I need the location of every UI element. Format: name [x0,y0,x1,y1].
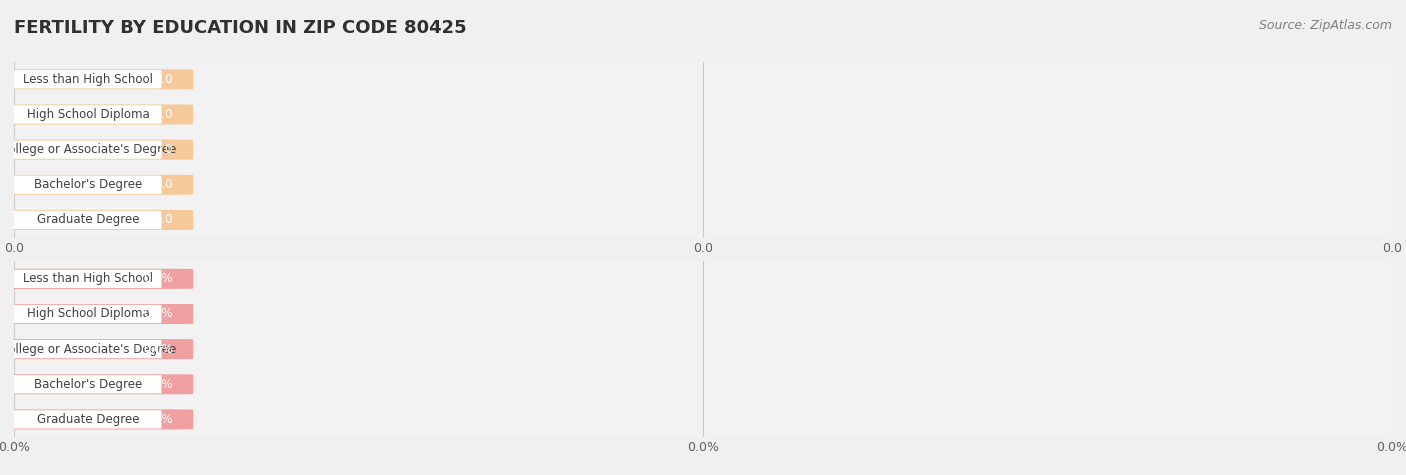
Text: Less than High School: Less than High School [24,73,153,86]
Text: 0.0%: 0.0% [143,307,173,321]
FancyBboxPatch shape [10,211,162,229]
Text: Source: ZipAtlas.com: Source: ZipAtlas.com [1258,19,1392,32]
FancyBboxPatch shape [0,374,193,394]
Bar [14,202,1392,238]
Text: College or Associate's Degree: College or Associate's Degree [0,342,177,356]
Text: Graduate Degree: Graduate Degree [37,413,139,426]
FancyBboxPatch shape [10,70,162,88]
FancyBboxPatch shape [10,410,162,428]
Text: Less than High School: Less than High School [24,272,153,285]
Text: FERTILITY BY EDUCATION IN ZIP CODE 80425: FERTILITY BY EDUCATION IN ZIP CODE 80425 [14,19,467,37]
FancyBboxPatch shape [0,269,193,289]
Text: High School Diploma: High School Diploma [27,108,150,121]
Text: 0.0%: 0.0% [143,272,173,285]
FancyBboxPatch shape [10,340,162,358]
FancyBboxPatch shape [0,104,193,124]
Bar [14,402,1392,437]
Bar [14,62,1392,97]
FancyBboxPatch shape [0,140,193,160]
Text: 0.0: 0.0 [155,108,173,121]
FancyBboxPatch shape [10,141,162,159]
FancyBboxPatch shape [0,304,193,324]
FancyBboxPatch shape [0,339,193,359]
Bar [14,332,1392,367]
Bar [14,97,1392,132]
FancyBboxPatch shape [10,176,162,194]
FancyBboxPatch shape [0,409,193,429]
Text: 0.0%: 0.0% [143,378,173,391]
FancyBboxPatch shape [10,305,162,323]
Text: Bachelor's Degree: Bachelor's Degree [34,178,142,191]
Text: 0.0: 0.0 [155,178,173,191]
Text: High School Diploma: High School Diploma [27,307,150,321]
FancyBboxPatch shape [10,270,162,288]
Text: 0.0: 0.0 [155,143,173,156]
Text: College or Associate's Degree: College or Associate's Degree [0,143,177,156]
FancyBboxPatch shape [0,210,193,230]
Text: 0.0: 0.0 [155,73,173,86]
FancyBboxPatch shape [0,175,193,195]
Bar [14,367,1392,402]
Text: Graduate Degree: Graduate Degree [37,213,139,227]
FancyBboxPatch shape [0,69,193,89]
Bar [14,261,1392,296]
Bar [14,296,1392,332]
FancyBboxPatch shape [10,375,162,393]
FancyBboxPatch shape [10,105,162,124]
Text: 0.0%: 0.0% [143,342,173,356]
Bar [14,132,1392,167]
Text: 0.0: 0.0 [155,213,173,227]
Bar [14,167,1392,202]
Text: Bachelor's Degree: Bachelor's Degree [34,378,142,391]
Text: 0.0%: 0.0% [143,413,173,426]
